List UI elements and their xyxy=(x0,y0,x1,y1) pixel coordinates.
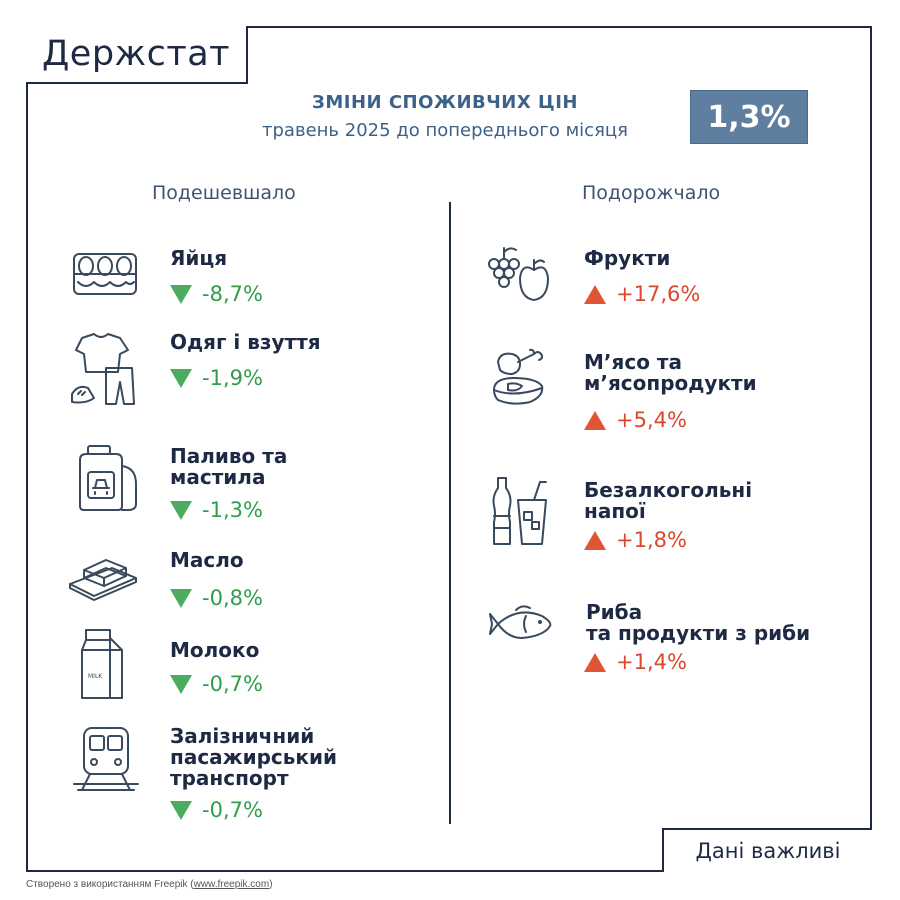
up-triangle-icon xyxy=(584,530,606,550)
train-icon xyxy=(70,724,142,794)
fuel-canister-icon xyxy=(76,444,142,512)
milk-carton-icon: MILK xyxy=(78,628,128,700)
down-triangle-icon xyxy=(170,284,192,304)
item-change-soft-drinks: +1,8% xyxy=(584,528,687,552)
eggs-icon xyxy=(70,244,140,302)
item-change-clothes: -1,9% xyxy=(170,366,263,390)
up-triangle-icon xyxy=(584,410,606,430)
item-label-fuel: Паливо та мастила xyxy=(170,444,288,489)
down-triangle-icon xyxy=(170,500,192,520)
up-triangle-icon xyxy=(584,284,606,304)
cheaper-column-title: Подешевшало xyxy=(152,182,296,204)
freepik-link[interactable]: www.freepik.com xyxy=(193,879,270,890)
data-important-text: Дані важливі xyxy=(695,839,841,863)
item-label-milk: Молоко xyxy=(170,638,260,662)
svg-text:MILK: MILK xyxy=(88,673,103,680)
fruits-icon xyxy=(484,244,554,306)
infographic-title: ЗМІНИ СПОЖИВЧИХ ЦІН xyxy=(312,92,578,113)
infographic-subtitle: травень 2025 до попереднього місяця xyxy=(262,120,628,141)
item-change-fish: +1,4% xyxy=(584,650,687,674)
item-change-fruits: +17,6% xyxy=(584,282,700,306)
item-label-soft-drinks: Безалкогольні напої xyxy=(584,478,753,523)
item-change-train: -0,7% xyxy=(170,798,263,822)
pricier-column-title: Подорожчало xyxy=(582,182,721,204)
up-triangle-icon xyxy=(584,652,606,672)
down-triangle-icon xyxy=(170,800,192,820)
item-label-meat: М’ясо та м’ясопродукти xyxy=(584,350,757,395)
down-triangle-icon xyxy=(170,588,192,608)
item-label-butter: Масло xyxy=(170,548,244,572)
logo-text: Держстат xyxy=(41,34,231,74)
soft-drinks-icon xyxy=(490,476,550,548)
fish-icon xyxy=(488,602,554,646)
meat-icon xyxy=(490,348,550,408)
down-triangle-icon xyxy=(170,674,192,694)
data-important-box: Дані важливі xyxy=(662,828,872,872)
down-triangle-icon xyxy=(170,368,192,388)
item-label-train: Залізничний пасажирський транспорт xyxy=(170,724,338,790)
total-change-badge: 1,3% xyxy=(690,90,808,144)
item-label-fruits: Фрукти xyxy=(584,246,671,270)
column-divider xyxy=(449,202,451,824)
infographic-frame xyxy=(26,26,872,872)
logo: Держстат xyxy=(26,26,248,84)
item-label-fish: Риба та продукти з риби xyxy=(586,600,811,645)
item-label-clothes: Одяг і взуття xyxy=(170,330,321,354)
item-change-meat: +5,4% xyxy=(584,408,687,432)
freepik-credit: Створено з використанням Freepik (www.fr… xyxy=(26,879,273,890)
item-label-eggs: Яйця xyxy=(170,246,228,270)
item-change-eggs: -8,7% xyxy=(170,282,263,306)
item-change-butter: -0,8% xyxy=(170,586,263,610)
butter-icon xyxy=(68,556,138,602)
item-change-fuel: -1,3% xyxy=(170,498,263,522)
item-change-milk: -0,7% xyxy=(170,672,263,696)
clothes-icon xyxy=(68,332,142,406)
